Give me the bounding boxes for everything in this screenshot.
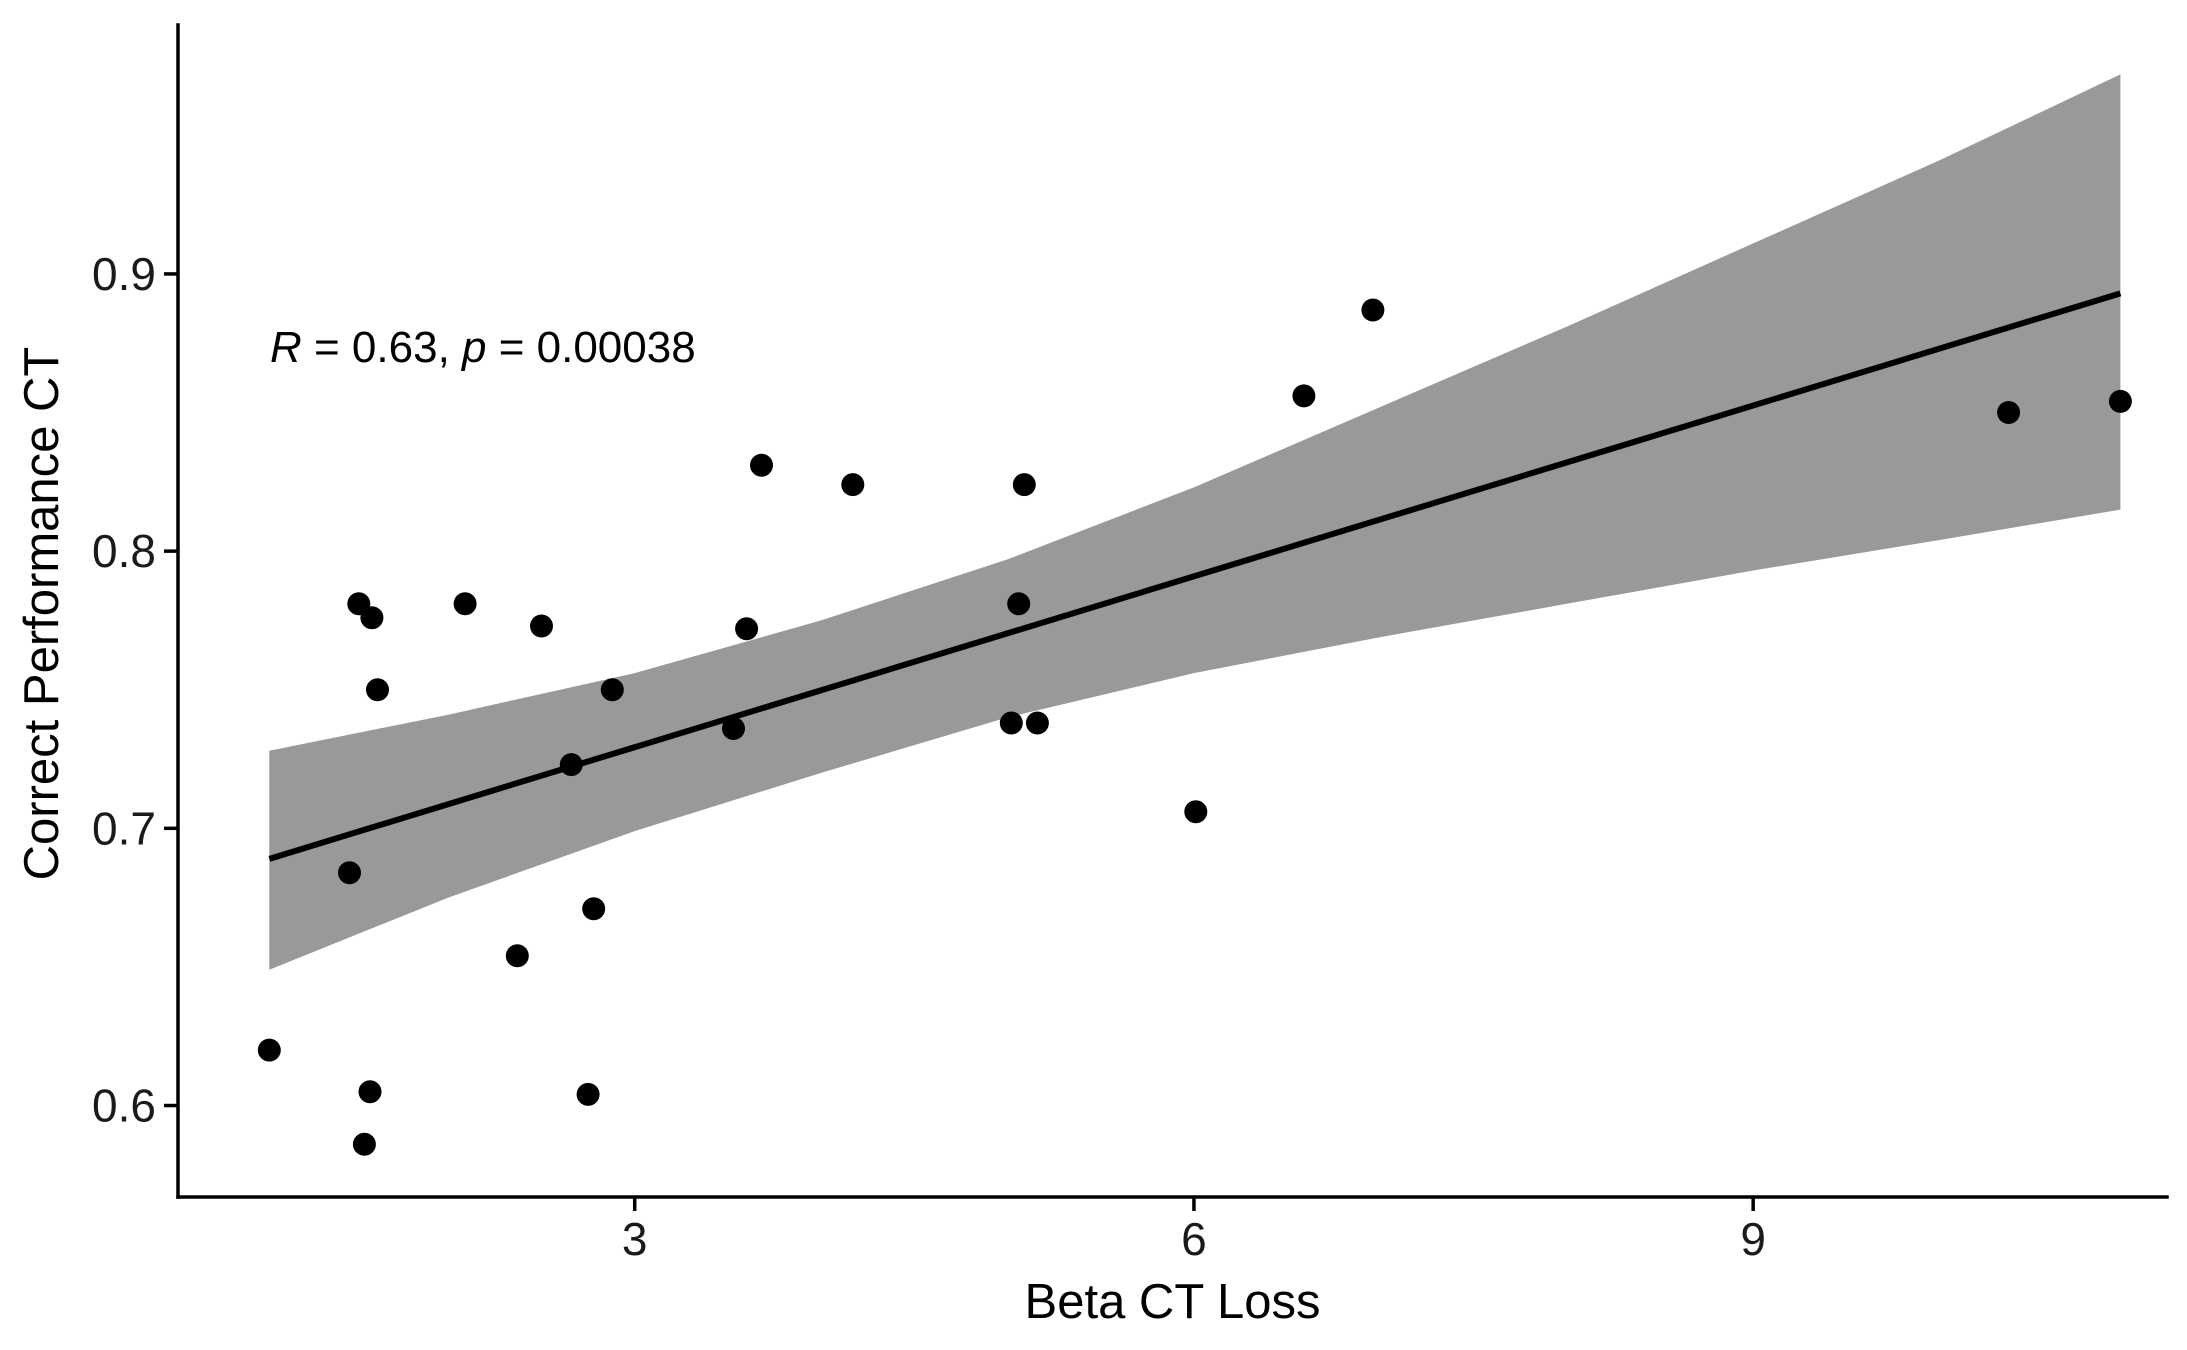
x-tick-label: 6 xyxy=(1181,1213,1207,1265)
x-tick-label: 9 xyxy=(1740,1213,1766,1265)
correlation-annotation: R = 0.63, p = 0.00038 xyxy=(270,323,696,372)
x-axis-title: Beta CT Loss xyxy=(1025,1275,1321,1329)
regression-line-layer xyxy=(268,290,2122,862)
confidence-band-layer xyxy=(269,74,2121,970)
data-point xyxy=(358,1080,382,1104)
confidence-band xyxy=(269,74,2121,970)
data-point xyxy=(360,606,384,630)
data-point xyxy=(366,678,389,702)
data-point xyxy=(559,753,583,777)
data-point xyxy=(735,617,759,641)
r-value: = 0.63, xyxy=(302,323,462,372)
x-tick-label: 3 xyxy=(622,1213,648,1265)
data-point xyxy=(600,678,624,702)
data-point xyxy=(841,473,865,497)
y-tick-label: 0.6 xyxy=(92,1080,156,1132)
data-point xyxy=(2108,389,2132,413)
data-point xyxy=(1025,711,1049,735)
y-tick-label: 0.9 xyxy=(92,248,156,300)
data-point xyxy=(453,592,477,616)
data-point xyxy=(722,717,745,740)
data-point xyxy=(257,1038,281,1062)
data-point xyxy=(530,614,553,638)
data-point xyxy=(505,944,529,968)
y-tick-label: 0.7 xyxy=(92,802,156,854)
labels-layer: Beta CT Loss Correct Performance CT R = … xyxy=(15,323,1320,1329)
y-axis-title: Correct Performance CT xyxy=(15,347,69,881)
data-point xyxy=(1007,592,1031,616)
data-point xyxy=(576,1082,600,1106)
r-symbol: R xyxy=(270,323,302,372)
data-point xyxy=(750,453,773,477)
p-value: = 0.00038 xyxy=(487,323,696,372)
data-point xyxy=(338,861,361,885)
data-point xyxy=(1184,800,1208,824)
data-point xyxy=(999,711,1023,735)
axes-layer: 3 6 9 0.6 0.7 0.8 0.9 xyxy=(92,23,2169,1265)
data-point xyxy=(1292,384,1316,408)
data-point xyxy=(1997,401,2021,424)
p-symbol: p xyxy=(460,323,486,372)
data-point xyxy=(352,1132,376,1156)
data-points-layer xyxy=(257,298,2132,1156)
data-point xyxy=(1361,298,1385,322)
data-point xyxy=(582,897,606,921)
regression-line xyxy=(268,290,2122,862)
data-point xyxy=(1012,473,1036,497)
y-tick-label: 0.8 xyxy=(92,525,156,577)
